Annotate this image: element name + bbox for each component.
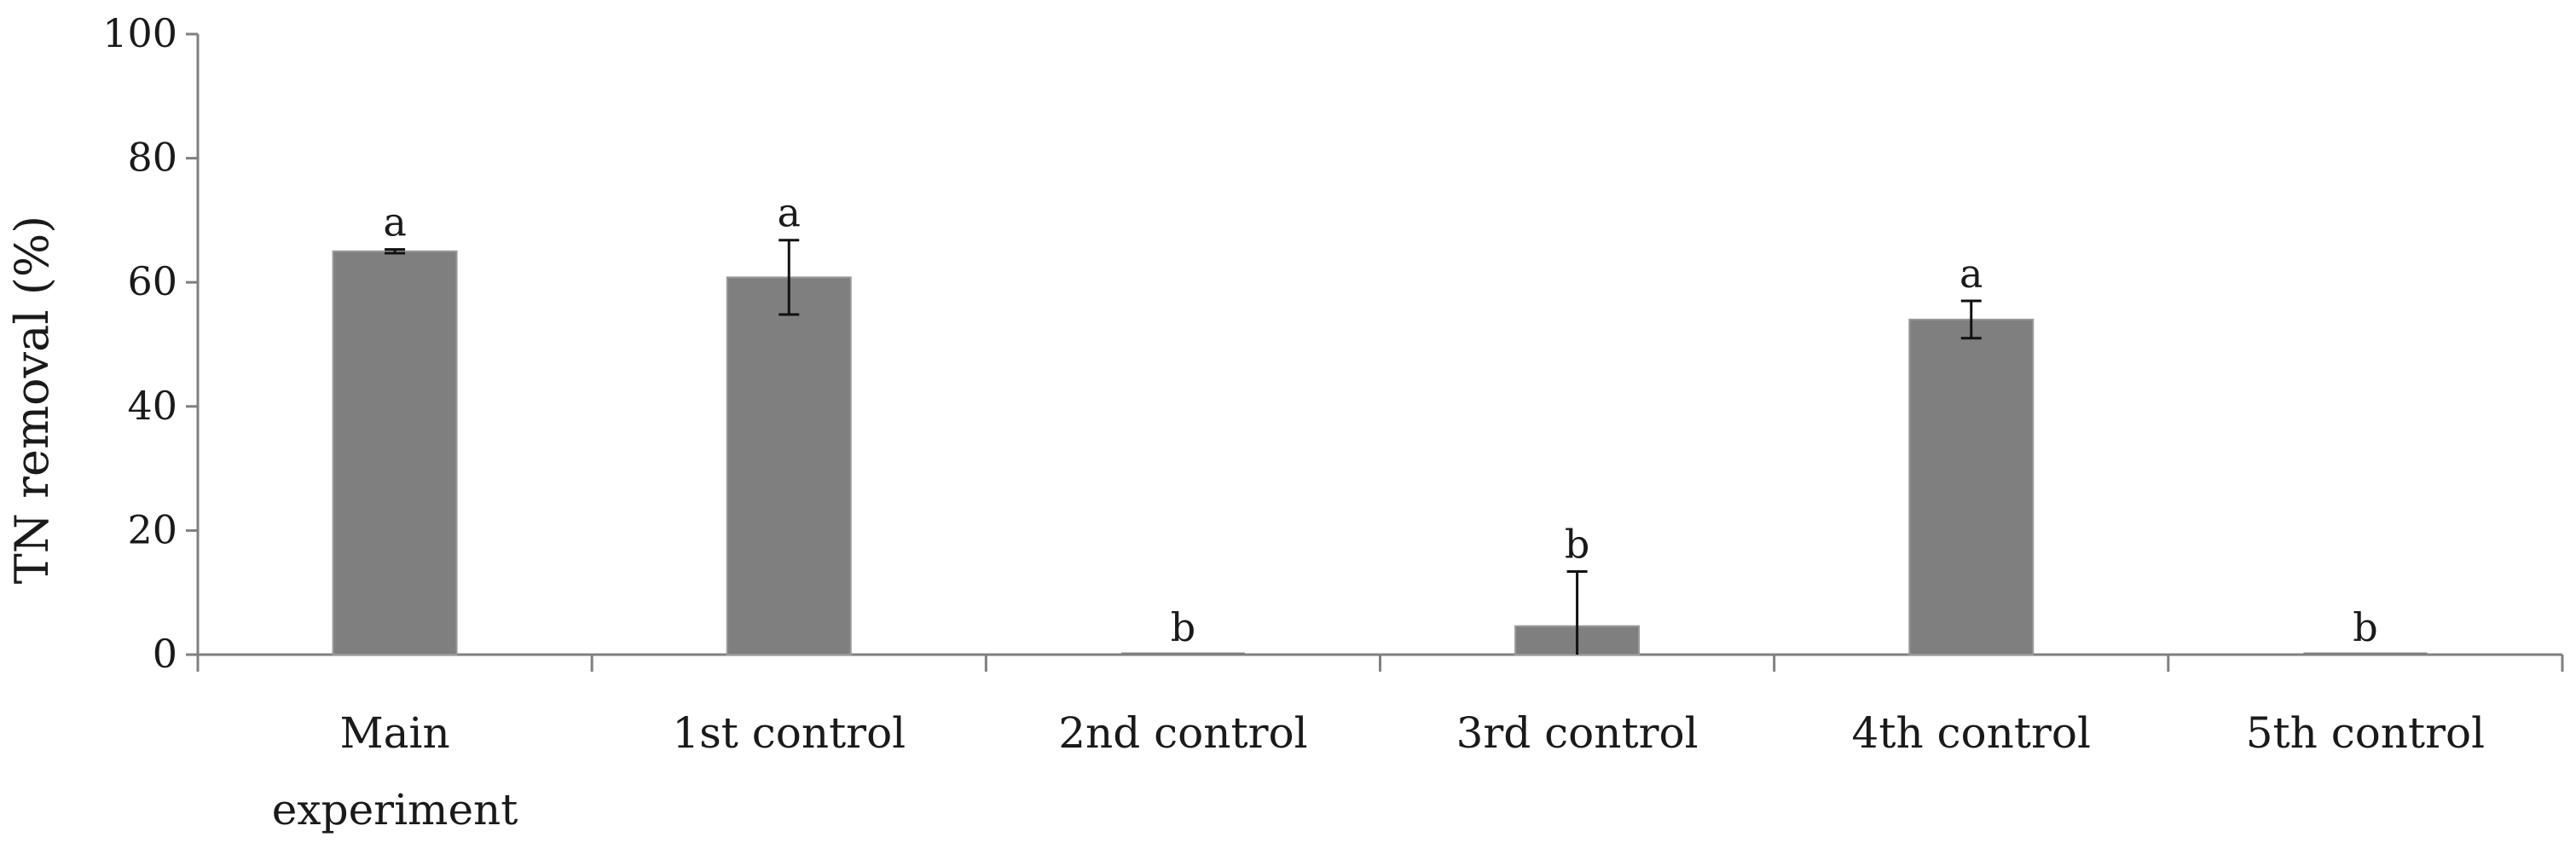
significance-labels: a a b b a b (383, 190, 2377, 650)
category-label: experiment (272, 785, 518, 834)
category-label: 5th control (2246, 708, 2485, 758)
x-axis (196, 653, 2564, 672)
significance-label: a (778, 190, 801, 236)
significance-label: a (383, 199, 406, 245)
y-tick-label: 20 (127, 506, 177, 552)
category-labels: Main experiment 1st control 2nd control 3rd … (272, 708, 2485, 834)
y-tick-label: 60 (127, 258, 177, 304)
bar (726, 276, 852, 655)
category-label: 2nd control (1058, 708, 1307, 758)
bars (332, 250, 2428, 656)
category-label: Main (339, 708, 449, 758)
y-tick-label: 100 (102, 10, 177, 56)
significance-label: b (2353, 604, 2377, 650)
y-tick-label: 0 (153, 631, 177, 677)
bar (332, 250, 458, 655)
bar (1908, 318, 2035, 655)
y-tick-label: 80 (127, 135, 177, 181)
significance-label: b (1171, 604, 1195, 650)
y-axis-title: TN removal (%) (5, 216, 59, 585)
category-label: 1st control (672, 708, 906, 758)
significance-label: b (1565, 521, 1589, 567)
significance-label: a (1959, 251, 1983, 297)
category-label: 3rd control (1456, 708, 1699, 758)
category-label: 4th control (1852, 708, 2091, 758)
y-tick-label: 40 (127, 383, 177, 429)
error-bars (385, 239, 1982, 655)
y-axis: 0 20 40 60 80 100 (102, 10, 200, 677)
